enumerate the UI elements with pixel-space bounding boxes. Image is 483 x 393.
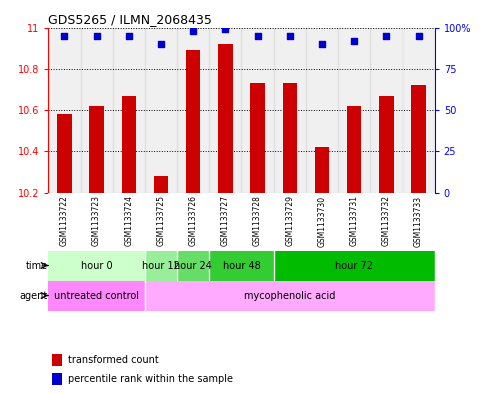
Text: GSM1133727: GSM1133727 [221,195,230,246]
Bar [250,83,265,193]
Text: GSM1133733: GSM1133733 [414,195,423,246]
Text: hour 0: hour 0 [81,261,113,270]
Text: percentile rank within the sample: percentile rank within the sample [68,374,233,384]
Text: hour 72: hour 72 [335,261,373,270]
Point [318,41,326,47]
Text: GSM1133726: GSM1133726 [189,195,198,246]
Text: GSM1133732: GSM1133732 [382,195,391,246]
Bar [218,44,233,193]
Point [125,33,133,39]
Bar [145,281,435,310]
Bar [338,28,370,193]
Text: GSM1133728: GSM1133728 [253,195,262,246]
Bar [242,28,274,193]
Point [93,33,100,39]
Text: hour 48: hour 48 [223,261,260,270]
Bar [154,176,168,193]
Text: untreated control: untreated control [54,290,139,301]
Text: GSM1133729: GSM1133729 [285,195,294,246]
Bar [274,28,306,193]
Bar [48,281,145,310]
Point [222,26,229,32]
Bar [113,28,145,193]
Text: GSM1133725: GSM1133725 [156,195,166,246]
Text: GSM1133730: GSM1133730 [317,195,327,246]
Point [383,33,390,39]
Bar [186,50,200,193]
Point [254,33,261,39]
Bar [81,28,113,193]
Text: mycophenolic acid: mycophenolic acid [244,290,336,301]
Text: GSM1133724: GSM1133724 [124,195,133,246]
Bar [89,106,104,193]
Bar [145,28,177,193]
Text: hour 24: hour 24 [174,261,212,270]
Bar [274,250,435,281]
Bar [209,250,274,281]
Text: GSM1133722: GSM1133722 [60,195,69,246]
Text: time: time [26,261,48,270]
Point [286,33,294,39]
Bar [122,95,136,193]
Bar [209,28,242,193]
Bar [402,28,435,193]
Text: GDS5265 / ILMN_2068435: GDS5265 / ILMN_2068435 [48,13,212,26]
Text: hour 12: hour 12 [142,261,180,270]
Point [157,41,165,47]
Bar [283,83,297,193]
Bar [370,28,402,193]
FancyBboxPatch shape [52,354,62,367]
Text: agent: agent [19,290,48,301]
Bar [306,28,338,193]
Point [189,28,197,34]
Bar [177,28,209,193]
Text: transformed count: transformed count [68,355,158,365]
Bar [379,95,394,193]
Bar [315,147,329,193]
Bar [48,250,145,281]
Bar [177,250,209,281]
Bar [412,85,426,193]
Text: GSM1133731: GSM1133731 [350,195,359,246]
Point [415,33,423,39]
Bar [347,106,361,193]
Point [60,33,68,39]
Bar [57,114,71,193]
Point [350,38,358,44]
FancyBboxPatch shape [52,373,62,385]
Bar [48,28,81,193]
Text: GSM1133723: GSM1133723 [92,195,101,246]
Bar [145,250,177,281]
